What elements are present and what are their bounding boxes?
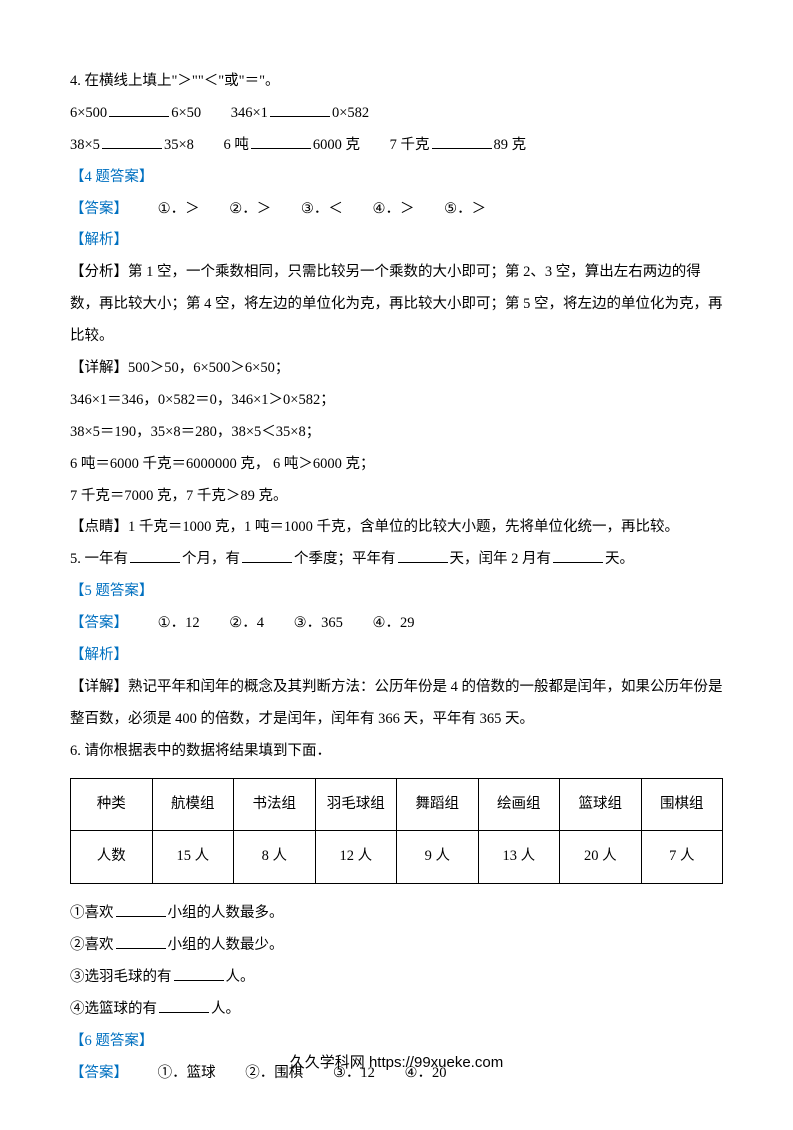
td-label: 人数 [71,831,153,884]
table-header-row: 种类 航模组 书法组 羽毛球组 舞蹈组 绘画组 篮球组 围棋组 [71,778,723,831]
q4-fenxi: 【分析】第 1 空，一个乘数相同，只需比较另一个乘数的大小即可；第 2、3 空，… [70,257,723,353]
td-0: 15 人 [152,831,234,884]
q6-s1b: 小组的人数最多。 [168,905,284,921]
q6-s4b: 人。 [211,1001,240,1017]
td-2: 12 人 [315,831,397,884]
q4-xj-1: 346×1＝346，0×582＝0，346×1＞0×582； [70,385,723,417]
q4-ans-5: ⑤．＞ [444,201,486,217]
q4-xj-0: 【详解】500＞50，6×500＞6×50； [70,353,723,385]
q4-r2b-l: 6 吨 [224,137,249,153]
q6-prompt: 6. 请你根据表中的数据将结果填到下面． [70,736,723,768]
q5-ans-4: ④．29 [373,615,415,631]
q4-xj-line0: 500＞50，6×500＞6×50； [128,360,289,376]
q5-p1: 5. 一年有 [70,551,128,567]
q6-s2a: ②喜欢 [70,937,114,953]
q4-ans-2: ②．＞ [229,201,271,217]
q5-jiexi: 【解析】 [70,640,723,672]
blank [398,546,448,563]
q5-p3: 个季度；平年有 [294,551,396,567]
td-1: 8 人 [234,831,316,884]
q4-answer-header: 【4 题答案】 [70,162,723,194]
q4-row2: 38×5 35×8 6 吨 6000 克 7 千克 89 克 [70,130,723,162]
q5-ans-2: ②．4 [229,615,264,631]
q5-xiangjie: 【详解】熟记平年和闰年的概念及其判断方法：公历年份是 4 的倍数的一般都是闰年，… [70,672,723,736]
th-7: 围棋组 [641,778,723,831]
q4-ans-4: ④．＞ [373,201,415,217]
blank [109,100,169,117]
q4-r1-l: 6×500 [70,105,107,121]
th-3: 羽毛球组 [315,778,397,831]
answer-label: 【答案】 [70,201,128,217]
th-0: 种类 [71,778,153,831]
th-5: 绘画组 [478,778,560,831]
q4-ans-3: ③．＜ [301,201,343,217]
th-4: 舞蹈组 [397,778,479,831]
th-1: 航模组 [152,778,234,831]
blank [116,900,166,917]
q4-xj-4: 7 千克＝7000 克，7 千克＞89 克。 [70,481,723,513]
q4-r2-l: 38×5 [70,137,100,153]
blank [270,100,330,117]
blank [174,964,224,981]
q4-row1: 6×500 6×50 346×1 0×582 [70,98,723,130]
q4-r1-r: 6×50 [171,105,201,121]
td-6: 7 人 [641,831,723,884]
blank [432,132,492,149]
q6-sub2: ②喜欢 小组的人数最少。 [70,930,723,962]
q5-p5: 天。 [605,551,634,567]
blank [116,932,166,949]
th-6: 篮球组 [560,778,642,831]
q5-answer-header: 【5 题答案】 [70,576,723,608]
q4-xj-2: 38×5＝190，35×8＝280，38×5＜35×8； [70,417,723,449]
q4-ans-1: ①．＞ [158,201,200,217]
q4-r1b-r: 0×582 [332,105,369,121]
q6-sub1: ①喜欢 小组的人数最多。 [70,898,723,930]
blank [242,546,292,563]
q5-ans-1: ①．12 [158,615,200,631]
q4-xj-3: 6 吨＝6000 千克＝6000000 克， 6 吨＞6000 克； [70,449,723,481]
q4-r2c-l: 7 千克 [390,137,430,153]
blank [159,996,209,1013]
td-5: 20 人 [560,831,642,884]
q5-answer-line: 【答案】 ①．12 ②．4 ③．365 ④．29 [70,608,723,640]
q4-jiexi: 【解析】 [70,225,723,257]
q6-s4a: ④选篮球的有 [70,1001,157,1017]
q4-dianqing: 【点睛】1 千克＝1000 克，1 吨＝1000 千克，含单位的比较大小题，先将… [70,512,723,544]
q6-sub4: ④选篮球的有 人。 [70,994,723,1026]
q4-r2-r: 35×8 [164,137,194,153]
table-row: 人数 15 人 8 人 12 人 9 人 13 人 20 人 7 人 [71,831,723,884]
page-content: 4. 在横线上填上"＞""＜"或"＝"。 6×500 6×50 346×1 0×58… [0,0,793,1130]
q4-r2c-r: 89 克 [494,137,527,153]
blank [251,132,311,149]
answer-label: 【答案】 [70,615,128,631]
q6-s3a: ③选羽毛球的有 [70,969,172,985]
q5-p4: 天，闰年 2 月有 [450,551,552,567]
q6-s1a: ①喜欢 [70,905,114,921]
td-3: 9 人 [397,831,479,884]
td-4: 13 人 [478,831,560,884]
q6-sub3: ③选羽毛球的有 人。 [70,962,723,994]
q6-s3b: 人。 [226,969,255,985]
blank [553,546,603,563]
q5-ans-3: ③．365 [294,615,343,631]
q6-table: 种类 航模组 书法组 羽毛球组 舞蹈组 绘画组 篮球组 围棋组 人数 15 人 … [70,778,723,885]
xiangjie-label: 【详解】 [70,360,128,376]
q6-s2b: 小组的人数最少。 [168,937,284,953]
blank [130,546,180,563]
q5-prompt: 5. 一年有 个月，有 个季度；平年有 天，闰年 2 月有 天。 [70,544,723,576]
q4-answer-line: 【答案】 ①．＞ ②．＞ ③．＜ ④．＞ ⑤．＞ [70,194,723,226]
q4-r2b-r: 6000 克 [313,137,360,153]
th-2: 书法组 [234,778,316,831]
q4-r1b-l: 346×1 [231,105,268,121]
blank [102,132,162,149]
q5-p2: 个月，有 [182,551,240,567]
q4-prompt: 4. 在横线上填上"＞""＜"或"＝"。 [70,66,723,98]
page-footer: 久久学科网 https://99xueke.com [0,1051,793,1072]
